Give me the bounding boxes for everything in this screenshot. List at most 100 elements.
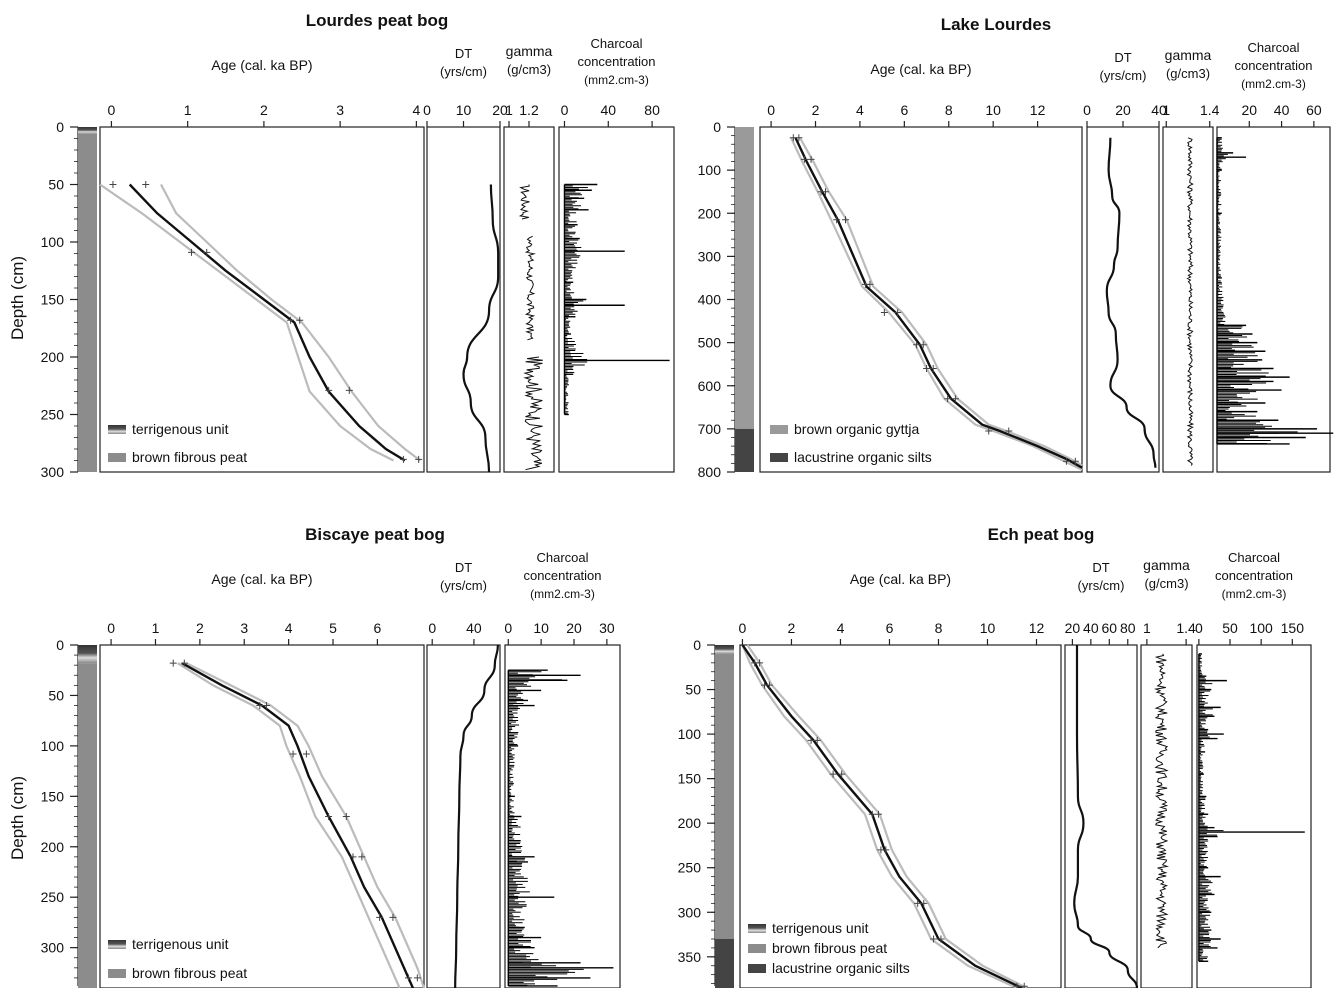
- depth-axis-label: Depth (cm): [8, 776, 27, 860]
- charcoal-axis-label: Charcoal: [590, 36, 642, 51]
- dt-axis-label: DT: [455, 560, 472, 575]
- dt-axis-label: DT: [455, 46, 472, 61]
- legend-label: terrigenous unit: [132, 936, 229, 952]
- top-axis-tick-label: 0: [428, 620, 436, 636]
- top-axis-tick-label: 40: [1083, 620, 1099, 636]
- top-axis-tick-label: 0: [1083, 102, 1091, 118]
- radiocarbon-date-marker: [880, 308, 888, 316]
- radiocarbon-date-marker: [289, 750, 297, 758]
- panel-age: 0 2 4 6 8 10 12 Age (cal. ka BP) brown organic g…: [759, 61, 1083, 473]
- depth-tick-label: 200: [698, 205, 722, 221]
- radiocarbon-date-marker: [262, 702, 270, 710]
- age-envelope-lower: [99, 183, 394, 462]
- legend-swatch-terrigenous: [108, 940, 126, 949]
- panel-frame: [99, 644, 425, 988]
- radiocarbon-date-marker: [914, 899, 922, 907]
- radiocarbon-date-marker: [944, 395, 952, 403]
- charcoal-axis-label: concentration: [577, 54, 655, 69]
- lithology-terrigenous: [715, 645, 734, 654]
- legend-label: lacustrine organic silts: [794, 449, 932, 465]
- panel-frame: [426, 126, 501, 473]
- radiocarbon-date-marker: [882, 846, 890, 854]
- top-axis-tick-label: 0: [107, 620, 115, 636]
- top-axis-tick-label: 3: [336, 102, 344, 118]
- dt-curve: [454, 644, 500, 988]
- radiocarbon-date-marker: [325, 813, 333, 820]
- radiocarbon-date-marker: [813, 736, 821, 744]
- charcoal-axis-unit: (mm2.cm-3): [1222, 587, 1287, 601]
- age-axis-label: Age (cal. ka BP): [211, 57, 312, 73]
- radiocarbon-date-marker: [919, 341, 927, 349]
- depth-tick-label: 0: [56, 637, 64, 653]
- legend-swatch-terrigenous: [108, 425, 126, 434]
- radiocarbon-date-marker: [256, 702, 264, 710]
- gamma-axis-unit: (g/cm3): [1166, 66, 1210, 81]
- panel-frame: [739, 644, 1062, 988]
- legend-swatch-peat: [108, 969, 126, 978]
- dt-axis-label: DT: [1092, 560, 1109, 575]
- depth-tick-label: 250: [41, 889, 65, 905]
- radiocarbon-date-marker: [389, 913, 397, 921]
- radiocarbon-date-marker: [822, 188, 830, 196]
- gamma-axis-label: gamma: [506, 43, 553, 59]
- dt-axis-label: DT: [1114, 50, 1131, 65]
- top-axis-tick-label: 0: [1195, 620, 1203, 636]
- radiocarbon-date-marker: [841, 216, 849, 224]
- charcoal-axis-label: Charcoal: [1247, 40, 1299, 55]
- panel-gamma: 1 1.2 gamma (g/cm3): [503, 43, 555, 473]
- depth-tick-label: 50: [685, 682, 701, 698]
- radiocarbon-date-marker: [404, 974, 412, 982]
- radiocarbon-date-marker: [203, 248, 211, 256]
- top-axis-tick-label: 1: [1143, 620, 1151, 636]
- top-axis-tick-label: 0: [739, 620, 747, 636]
- depth-tick-label: 300: [678, 904, 702, 920]
- depth-tick-label: 200: [41, 349, 65, 365]
- radiocarbon-date-marker: [349, 853, 357, 861]
- depth-tick-label: 100: [698, 162, 722, 178]
- age-axis-label: Age (cal. ka BP): [870, 61, 971, 77]
- panel-frame: [504, 644, 621, 988]
- depth-tick-label: 100: [41, 738, 65, 754]
- top-axis-tick-label: 40: [1151, 102, 1167, 118]
- radiocarbon-date-marker: [415, 455, 423, 463]
- radiocarbon-date-marker: [937, 935, 945, 943]
- top-axis-tick-label: 10: [980, 620, 996, 636]
- radiocarbon-date-marker: [1013, 982, 1021, 988]
- top-axis-tick-label: 20: [566, 620, 582, 636]
- radiocarbon-date-marker: [399, 455, 407, 463]
- depth-tick-label: 150: [678, 771, 702, 787]
- chart-title: Biscaye peat bog: [305, 525, 445, 544]
- top-axis-tick-label: 2: [196, 620, 204, 636]
- radiocarbon-date-marker: [302, 750, 310, 758]
- top-axis-tick-label: 1.4: [1176, 620, 1196, 636]
- age-envelope-upper: [186, 662, 426, 988]
- top-axis-tick-label: 2: [788, 620, 796, 636]
- legend-label: brown fibrous peat: [132, 965, 247, 981]
- charcoal-axis-unit: (mm2.cm-3): [530, 587, 595, 601]
- age-envelope-upper: [160, 183, 421, 462]
- top-axis-tick-label: 1: [152, 620, 160, 636]
- dt-curve: [462, 184, 500, 473]
- depth-tick-label: 0: [713, 119, 721, 135]
- top-axis-tick-label: 0: [504, 620, 512, 636]
- gamma-density-trace: [1153, 653, 1170, 949]
- top-axis-tick-label: 20: [1115, 102, 1131, 118]
- top-axis-tick-label: 40: [1274, 102, 1290, 118]
- legend-label: brown fibrous peat: [772, 940, 887, 956]
- lithology-peat: [78, 133, 97, 472]
- radiocarbon-date-marker: [894, 308, 902, 316]
- panel-frame: [759, 126, 1083, 473]
- top-axis-tick-label: 10: [456, 102, 472, 118]
- panel-charcoal: 0 50 100 150 Charcoal concentration (mm2.cm-3): [1195, 550, 1312, 988]
- depth-tick-label: 800: [698, 464, 722, 480]
- top-axis-tick-label: 4: [285, 620, 293, 636]
- top-axis-tick-label: 80: [1120, 620, 1136, 636]
- panel-frame: [426, 644, 501, 988]
- dt-axis-unit: (yrs/cm): [1078, 578, 1125, 593]
- radiocarbon-date-marker: [930, 935, 938, 943]
- depth-tick-label: 600: [698, 378, 722, 394]
- lithology-terrigenous: [78, 645, 97, 664]
